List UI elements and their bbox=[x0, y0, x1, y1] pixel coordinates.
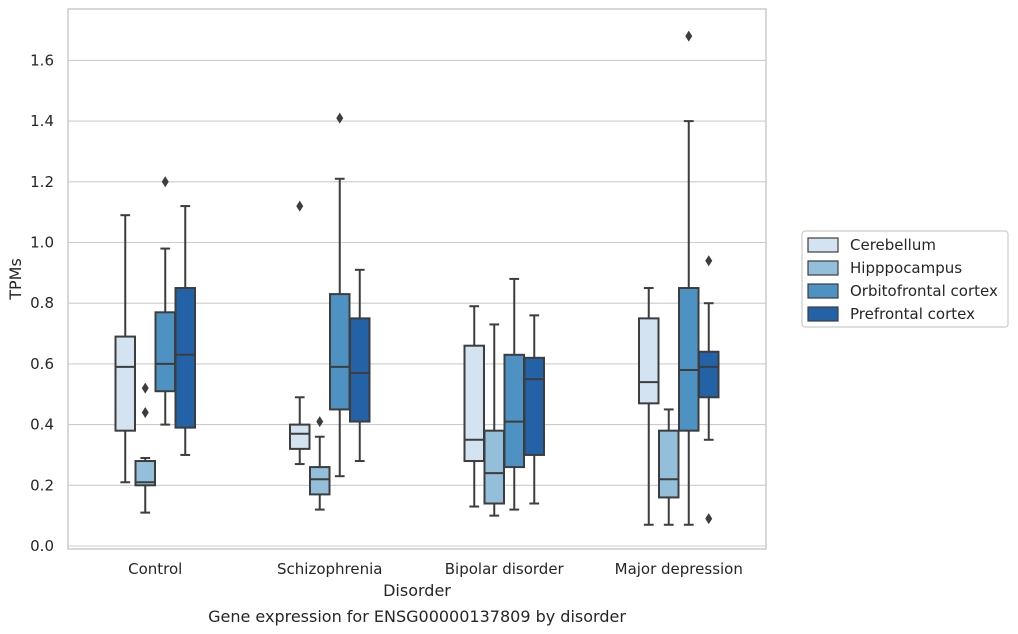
outlier-point bbox=[705, 255, 713, 267]
outlier-point bbox=[705, 513, 713, 525]
y-tick-label: 1.0 bbox=[30, 234, 54, 252]
box-group bbox=[289, 200, 311, 466]
plot-frame bbox=[67, 8, 767, 550]
box-group bbox=[174, 205, 196, 456]
legend-label: Cerebellum bbox=[850, 236, 936, 254]
x-tick-label: Major depression bbox=[615, 560, 743, 578]
box-group bbox=[154, 176, 176, 426]
x-tick-label: Schizophrenia bbox=[277, 560, 382, 578]
box bbox=[289, 423, 311, 450]
legend-frame bbox=[801, 230, 1009, 328]
x-tick-label: Control bbox=[128, 560, 182, 578]
box bbox=[638, 317, 660, 405]
y-axis-label: TPMs bbox=[6, 258, 25, 301]
box bbox=[463, 344, 485, 463]
legend: Cerebellum Hipppocampus Orbitofrontal cort… bbox=[801, 230, 1009, 328]
box bbox=[154, 311, 176, 393]
x-tick-label: Bipolar disorder bbox=[445, 560, 565, 578]
box bbox=[523, 356, 545, 456]
y-tick-label: 0.2 bbox=[30, 476, 54, 494]
y-tick-label: 1.6 bbox=[30, 51, 54, 69]
outlier-point bbox=[685, 30, 693, 42]
box-group bbox=[309, 416, 331, 511]
box-group bbox=[349, 268, 371, 463]
legend-swatch bbox=[807, 306, 839, 322]
outlier-point bbox=[141, 382, 149, 394]
box-group bbox=[638, 287, 660, 526]
box bbox=[114, 335, 136, 432]
box bbox=[329, 293, 351, 411]
x-axis-label: Disorder bbox=[383, 581, 451, 600]
outlier-point bbox=[161, 176, 169, 188]
box bbox=[349, 317, 371, 423]
box bbox=[483, 429, 505, 505]
legend-swatch bbox=[807, 283, 839, 299]
x-axis-ticks: Control Schizophrenia Bipolar disorder Majo… bbox=[128, 560, 743, 578]
y-tick-label: 0.4 bbox=[30, 416, 54, 434]
outlier-point bbox=[141, 406, 149, 418]
box bbox=[309, 466, 331, 496]
outlier-point bbox=[316, 416, 324, 428]
legend-label: Orbitofrontal cortex bbox=[850, 282, 998, 300]
outlier-point bbox=[296, 200, 304, 212]
box bbox=[503, 353, 525, 469]
y-tick-label: 0.6 bbox=[30, 355, 54, 373]
box bbox=[658, 429, 680, 499]
box-group bbox=[698, 255, 720, 525]
y-tick-label: 1.4 bbox=[30, 112, 54, 130]
box bbox=[678, 287, 700, 432]
box bbox=[698, 350, 720, 399]
box-group bbox=[463, 305, 485, 508]
legend-label: Prefrontal cortex bbox=[850, 305, 975, 323]
plot-border bbox=[67, 8, 767, 550]
box-group bbox=[678, 30, 700, 526]
box bbox=[174, 287, 196, 429]
box-group bbox=[483, 323, 505, 517]
chart-caption: Gene expression for ENSG00000137809 by d… bbox=[208, 607, 626, 626]
y-tick-label: 0.0 bbox=[30, 537, 54, 555]
box-group bbox=[523, 314, 545, 505]
box-group bbox=[114, 214, 136, 484]
legend-swatch bbox=[807, 260, 839, 276]
y-tick-label: 0.8 bbox=[30, 294, 54, 312]
box bbox=[134, 460, 156, 487]
box-group bbox=[329, 112, 351, 478]
box-group bbox=[658, 408, 680, 526]
y-tick-label: 1.2 bbox=[30, 173, 54, 191]
boxes bbox=[114, 30, 720, 526]
legend-label: Hipppocampus bbox=[850, 259, 962, 277]
legend-swatch bbox=[807, 237, 839, 253]
outlier-point bbox=[336, 112, 344, 124]
y-axis-ticks: 0.0 0.2 0.4 0.6 0.8 1.0 1.2 1.4 1.6 bbox=[30, 51, 54, 555]
box-group bbox=[134, 382, 156, 514]
